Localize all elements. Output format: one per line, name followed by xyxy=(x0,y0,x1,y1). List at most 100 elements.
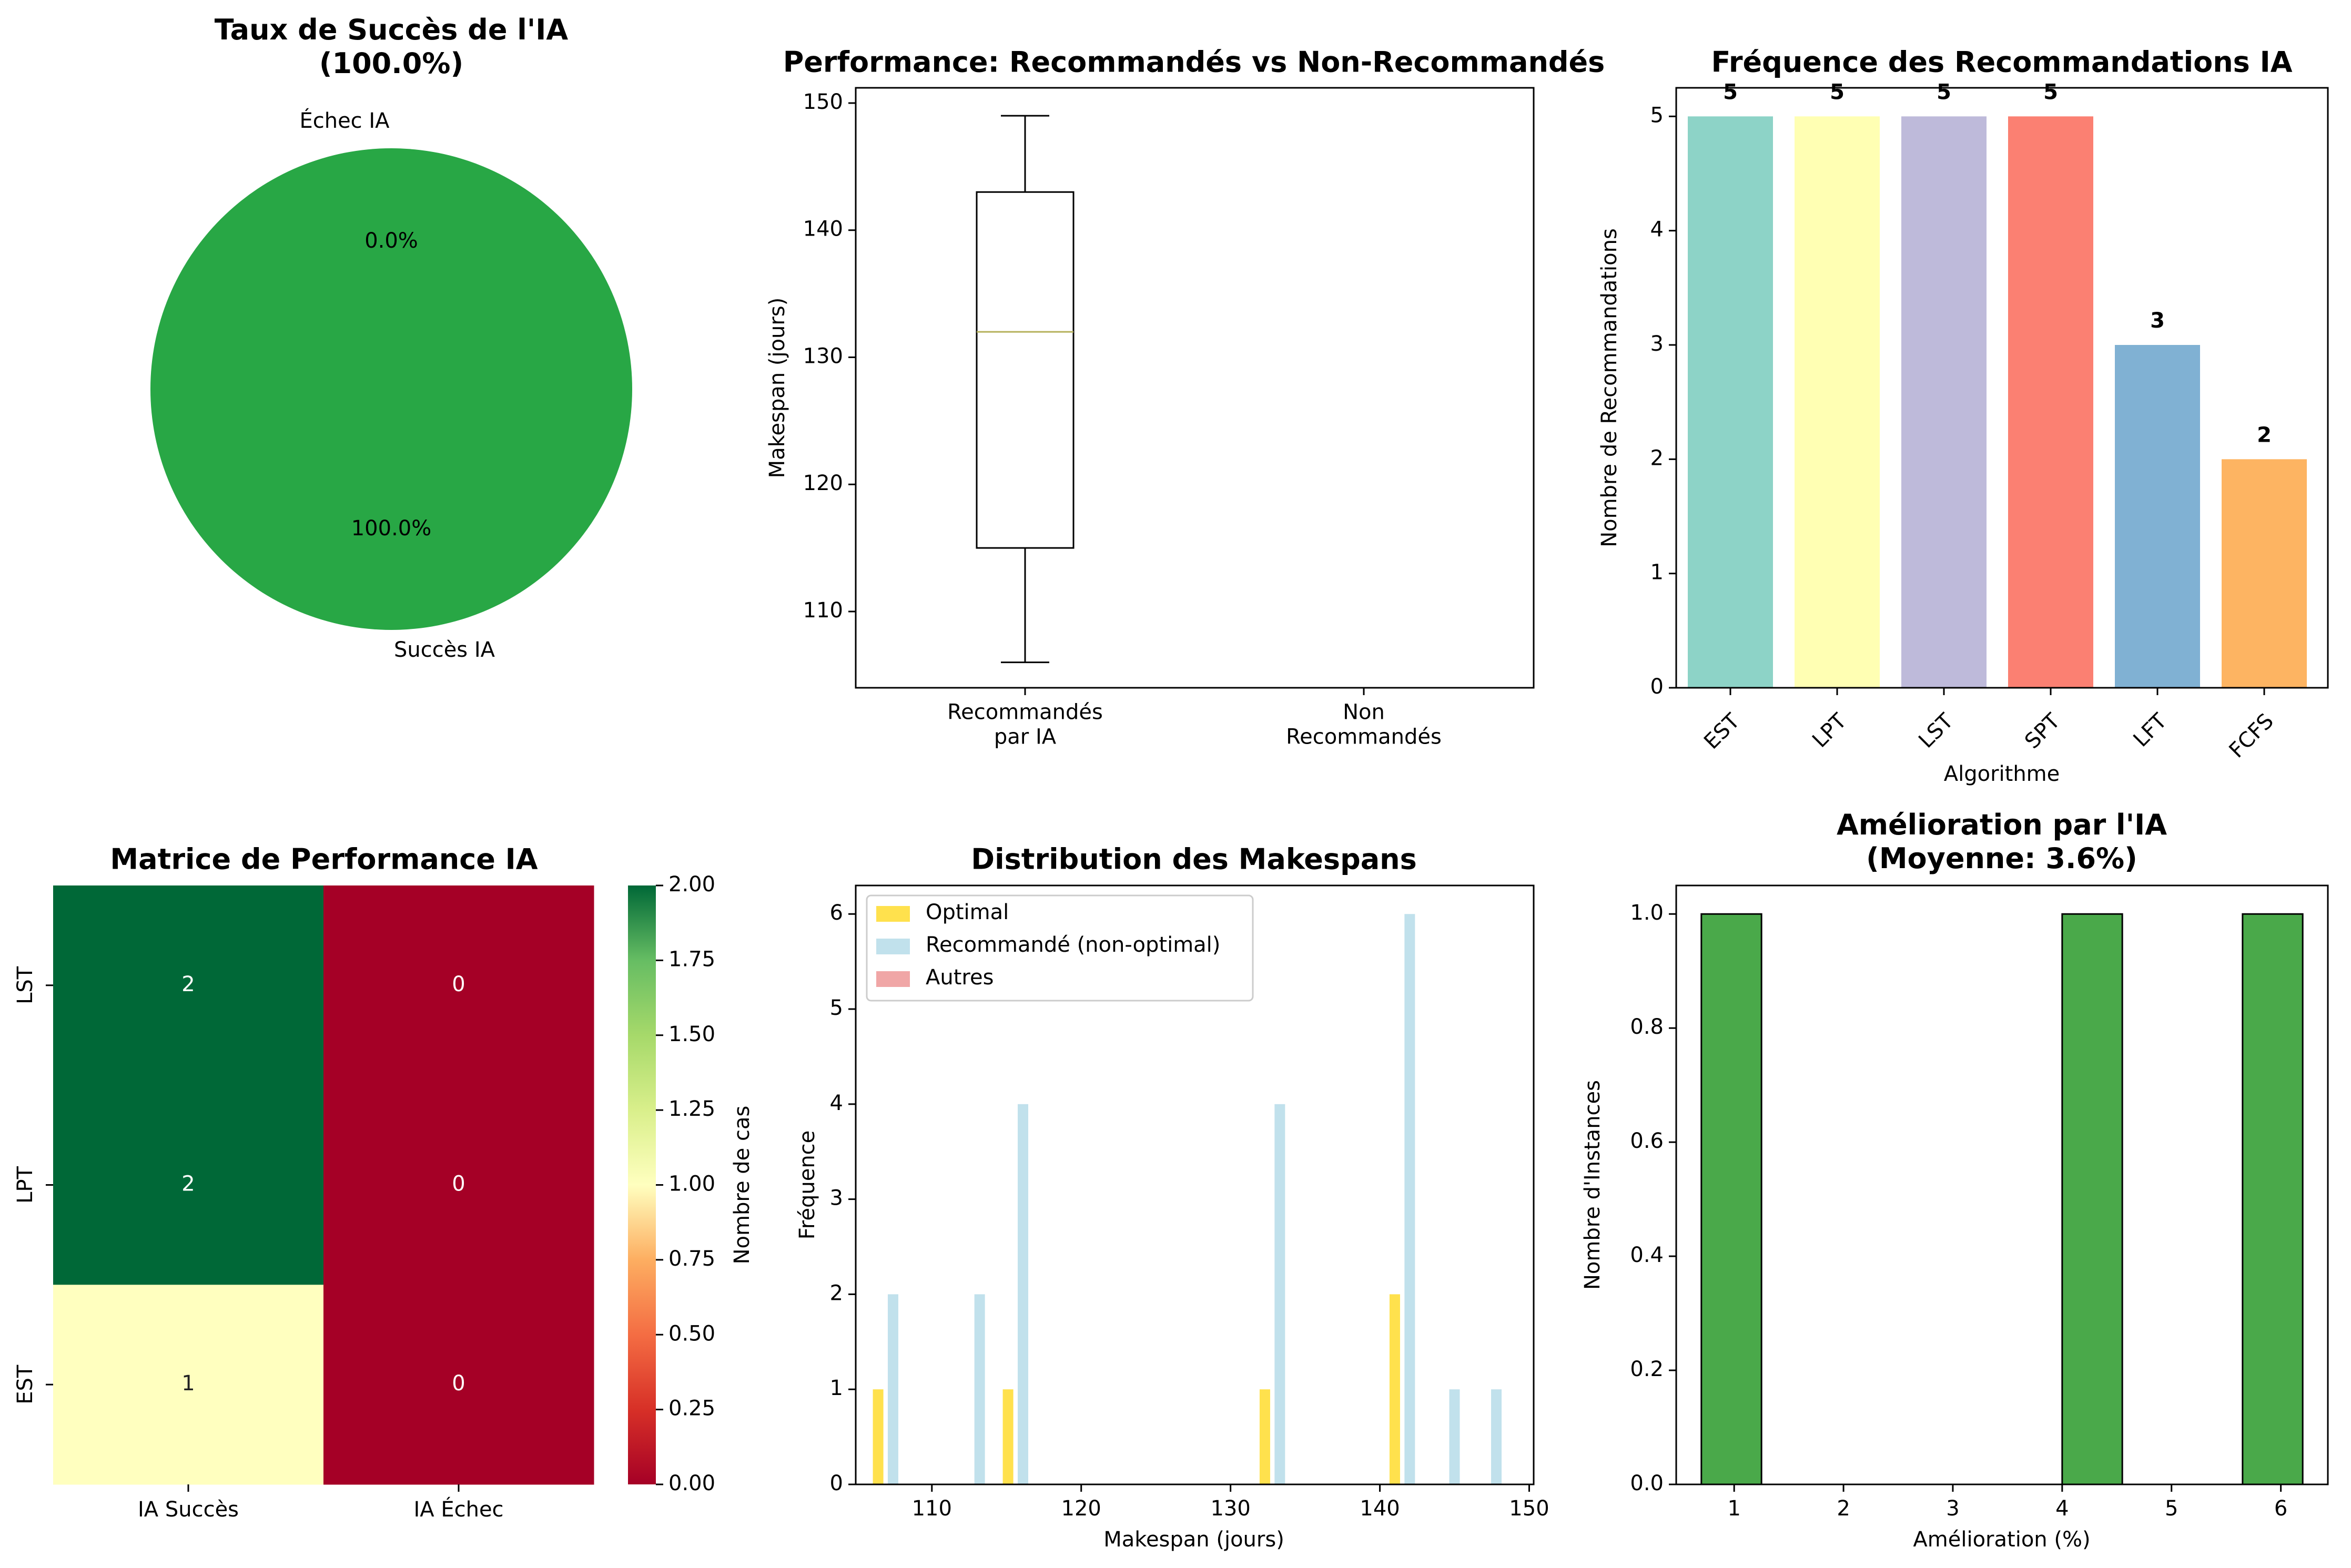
improve-y-tick-label: 0.0 xyxy=(1630,1471,1664,1495)
improve-y-tick-label: 1.0 xyxy=(1630,901,1664,925)
hist-bar xyxy=(1491,1389,1502,1484)
freq-category-label: SPT xyxy=(2020,709,2065,754)
pie-title: Taux de Succès de l'IA (100.0%) xyxy=(215,13,569,80)
colorbar-tick-label: 0.00 xyxy=(668,1471,715,1495)
improve-title: Amélioration par l'IA (Moyenne: 3.6%) xyxy=(1837,808,2167,875)
freq-bar xyxy=(2008,116,2093,688)
heatmap-cell xyxy=(53,1085,324,1285)
improve-xlabel: Amélioration (%) xyxy=(1913,1528,2090,1552)
hist-x-tick-label: 150 xyxy=(1509,1496,1549,1521)
heatmap-col-label: IA Échec xyxy=(413,1496,503,1522)
freq-bar xyxy=(1795,116,1880,688)
freq-bar xyxy=(2115,345,2200,688)
legend-swatch xyxy=(876,939,910,954)
legend-swatch xyxy=(876,906,910,922)
improve-x-tick-label: 6 xyxy=(2274,1496,2287,1521)
freq-y-tick-label: 3 xyxy=(1650,332,1664,356)
pie-slice xyxy=(150,148,632,630)
hist-bar xyxy=(887,1294,898,1484)
hist-bar xyxy=(1017,1104,1028,1484)
hist-x-tick-label: 120 xyxy=(1061,1496,1101,1521)
improve-bar xyxy=(2242,913,2304,1485)
hist-bar xyxy=(1002,1389,1014,1484)
hist-bar xyxy=(1389,1294,1400,1484)
heatmap-cell xyxy=(323,1085,594,1285)
colorbar-tick-label: 0.25 xyxy=(668,1397,715,1421)
freq-value-label: 5 xyxy=(2043,80,2058,104)
hist-ylabel: Fréquence xyxy=(795,1131,819,1240)
freq-ylabel: Nombre de Recommandations xyxy=(1597,228,1622,547)
heatmap-col-label: IA Succès xyxy=(138,1498,239,1522)
pie-label-failure: Échec IA xyxy=(299,108,390,133)
freq-y-tick-label: 4 xyxy=(1650,218,1664,242)
freq-category-label: EST xyxy=(1699,709,1745,754)
colorbar-label: Nombre de cas xyxy=(730,1106,754,1265)
heatmap-title: Matrice de Performance IA xyxy=(110,843,538,876)
pie-label-success: Succès IA xyxy=(394,638,495,662)
improve-y-tick-label: 0.2 xyxy=(1630,1357,1664,1381)
freq-y-tick-label: 1 xyxy=(1650,561,1664,585)
freq-value-label: 2 xyxy=(2257,423,2272,447)
hist-y-tick-label: 3 xyxy=(830,1186,843,1210)
hist-x-tick-label: 140 xyxy=(1360,1496,1400,1521)
box-ylabel: Makespan (jours) xyxy=(765,298,789,478)
colorbar-tick-label: 1.25 xyxy=(668,1097,715,1121)
freq-value-label: 5 xyxy=(1830,80,1845,104)
heatmap-cell-value: 0 xyxy=(452,1371,465,1396)
colorbar-tick-label: 1.75 xyxy=(668,947,715,971)
freq-xlabel: Algorithme xyxy=(1944,762,2060,786)
box-title: Performance: Recommandés vs Non-Recomman… xyxy=(783,46,1605,79)
box-y-tick-label: 150 xyxy=(803,90,843,114)
heatmap-row-label: LST xyxy=(13,966,37,1004)
hist-x-tick-label: 110 xyxy=(912,1496,952,1521)
heatmap-cell xyxy=(323,885,594,1086)
freq-value-label: 3 xyxy=(2150,309,2165,333)
heatmap-cell-value: 0 xyxy=(452,1172,465,1196)
heatmap-row-label: EST xyxy=(13,1365,37,1404)
freq-bar xyxy=(1901,116,1987,688)
box-category-label: Recommandés par IA xyxy=(947,700,1103,749)
hist-y-tick-label: 5 xyxy=(830,996,843,1020)
pie-pct-failure: 0.0% xyxy=(364,229,418,253)
hist-axes xyxy=(855,884,1535,1485)
pie-pct-success: 100.0% xyxy=(351,516,432,541)
heatmap-cell-value: 2 xyxy=(181,972,195,996)
box-y-tick-label: 140 xyxy=(803,217,843,241)
colorbar xyxy=(628,885,656,1484)
hist-y-tick-label: 2 xyxy=(830,1281,843,1305)
improve-y-tick-label: 0.6 xyxy=(1630,1129,1664,1153)
heatmap-cell xyxy=(53,885,324,1086)
freq-category-label: LPT xyxy=(1808,709,1851,752)
colorbar-tick-label: 0.75 xyxy=(668,1247,715,1271)
hist-y-tick-label: 4 xyxy=(830,1091,843,1115)
improve-bar xyxy=(1700,913,1762,1485)
hist-x-tick-label: 130 xyxy=(1210,1496,1250,1521)
freq-y-tick-label: 2 xyxy=(1650,446,1664,470)
box-y-tick-label: 110 xyxy=(803,598,843,623)
heatmap-cell-value: 0 xyxy=(452,972,465,996)
hist-bar xyxy=(1259,1389,1270,1484)
heatmap-cell xyxy=(53,1285,324,1485)
box-y-tick-label: 130 xyxy=(803,344,843,368)
freq-value-label: 5 xyxy=(1937,80,1951,104)
freq-bar xyxy=(1688,116,1773,688)
improve-x-tick-label: 5 xyxy=(2165,1496,2178,1521)
heatmap-cell-value: 1 xyxy=(181,1371,195,1396)
improve-ylabel: Nombre d'Instances xyxy=(1580,1080,1605,1290)
improve-bar xyxy=(2061,913,2123,1485)
freq-axes xyxy=(1675,87,2329,689)
freq-y-tick-label: 5 xyxy=(1650,103,1664,127)
hist-y-tick-label: 6 xyxy=(830,901,843,925)
box-category-label: Non Recommandés xyxy=(1286,700,1442,749)
improve-y-tick-label: 0.4 xyxy=(1630,1243,1664,1267)
improve-x-tick-label: 2 xyxy=(1837,1496,1850,1521)
improve-y-tick-label: 0.8 xyxy=(1630,1015,1664,1039)
hist-xlabel: Makespan (jours) xyxy=(1103,1528,1284,1552)
heatmap-cell-value: 2 xyxy=(181,1172,195,1196)
colorbar-tick-label: 1.00 xyxy=(668,1172,715,1196)
hist-bar xyxy=(974,1294,985,1484)
hist-y-tick-label: 1 xyxy=(830,1376,843,1400)
heatmap-row-label: LPT xyxy=(13,1166,37,1204)
